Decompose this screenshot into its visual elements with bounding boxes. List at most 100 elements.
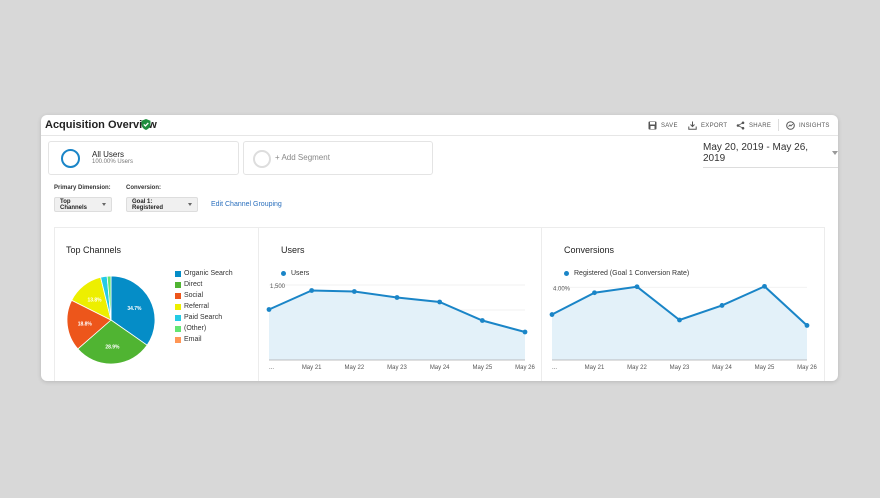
data-point[interactable] <box>592 290 597 296</box>
legend-swatch <box>175 281 181 288</box>
legend-item: Organic Search <box>175 268 233 279</box>
legend-swatch <box>175 292 181 299</box>
conversions-title: Conversions <box>564 245 615 255</box>
legend-label: Referral <box>184 303 209 310</box>
conversions-legend: Registered (Goal 1 Conversion Rate) <box>564 270 689 277</box>
segment-name: All Users <box>92 150 125 159</box>
legend-label: Email <box>184 336 202 343</box>
date-range-text: May 20, 2019 - May 26, 2019 <box>703 142 809 164</box>
data-point[interactable] <box>634 284 640 290</box>
y-tick-label: 4.00% <box>553 286 571 292</box>
export-label: EXPORT <box>701 122 728 129</box>
empty-segment-ring-icon <box>253 150 271 168</box>
legend-label: Social <box>184 292 204 299</box>
segment-ring-icon <box>61 149 80 168</box>
data-point[interactable] <box>522 329 528 335</box>
chevron-down-icon <box>188 203 192 206</box>
conversion-label: Conversion: <box>126 185 162 191</box>
data-point[interactable] <box>804 323 810 328</box>
legend-swatch <box>175 270 181 277</box>
x-tick-label: May 21 <box>585 365 605 371</box>
primary-dimension-value: Top Channels <box>60 198 88 211</box>
export-icon <box>688 121 697 130</box>
x-tick-label: May 26 <box>515 365 535 371</box>
insights-icon <box>786 121 795 130</box>
y-tick-label: 1,500 <box>270 284 286 290</box>
share-label: SHARE <box>749 122 772 129</box>
primary-dimension-select[interactable]: Top Channels <box>54 197 112 212</box>
legend-swatch <box>175 336 181 343</box>
x-tick-label: ... <box>552 365 557 371</box>
add-segment-button[interactable]: + Add Segment <box>243 141 433 175</box>
legend-swatch <box>175 325 181 332</box>
series-dot-icon <box>281 271 286 276</box>
legend-label: Direct <box>184 281 203 288</box>
pie-data-label: 13.8% <box>87 297 102 303</box>
legend-item: Referral <box>175 301 233 312</box>
toolbar-divider <box>778 119 779 131</box>
pie-data-label: 28.9% <box>105 344 120 350</box>
x-tick-label: May 22 <box>344 365 364 371</box>
x-tick-label: May 24 <box>430 365 450 371</box>
edit-channel-grouping-link[interactable]: Edit Channel Grouping <box>211 201 282 208</box>
insights-label: INSIGHTS <box>799 122 830 129</box>
x-tick-label: May 26 <box>797 365 817 371</box>
data-point[interactable] <box>719 303 725 308</box>
legend-label: Organic Search <box>184 270 233 277</box>
users-series-name: Users <box>291 270 310 277</box>
data-point[interactable] <box>677 317 682 323</box>
segment-all-users[interactable]: All Users 100.00% Users <box>48 141 239 175</box>
legend-item: Direct <box>175 279 233 290</box>
data-point[interactable] <box>309 288 315 293</box>
pie-slice-direct[interactable] <box>77 319 148 365</box>
verified-shield-icon <box>141 119 151 130</box>
x-tick-label: May 25 <box>472 365 492 371</box>
legend-item: Social <box>175 290 233 301</box>
x-tick-label: May 23 <box>387 365 407 371</box>
data-point[interactable] <box>479 318 485 323</box>
x-tick-label: ... <box>269 365 274 371</box>
primary-dimension-label: Primary Dimension: <box>54 185 111 191</box>
share-button[interactable]: SHARE <box>736 121 771 130</box>
legend-label: (Other) <box>184 325 207 332</box>
top-channels-pie-chart: 34.7% 28.9% 18.8% 13.8% <box>66 275 156 365</box>
data-point[interactable] <box>762 283 767 289</box>
date-range-picker[interactable]: May 20, 2019 - May 26, 2019 <box>703 142 838 168</box>
x-tick-label: May 21 <box>302 365 322 371</box>
data-point[interactable] <box>266 307 272 312</box>
pie-data-label: 18.8% <box>78 321 93 327</box>
series-dot-icon <box>564 271 569 276</box>
top-channels-panel: Top Channels 34.7% 28.9% 18.8% 13.8% Organi… <box>54 227 260 381</box>
share-icon <box>736 121 745 130</box>
legend-swatch <box>175 303 181 310</box>
x-tick-label: May 24 <box>712 365 732 371</box>
users-legend: Users <box>281 270 309 277</box>
x-tick-label: May 25 <box>755 365 775 371</box>
top-channels-title: Top Channels <box>66 245 122 255</box>
users-title: Users <box>281 245 305 255</box>
legend-label: Paid Search <box>184 314 223 321</box>
segment-percentage: 100.00% Users <box>92 159 134 165</box>
pie-slice-organic-search[interactable] <box>110 275 156 346</box>
conversions-series-name: Registered (Goal 1 Conversion Rate) <box>574 270 690 277</box>
data-point[interactable] <box>549 312 555 317</box>
acquisition-overview-card: Acquisition Overview SAVE EXPORT SHARE I… <box>41 115 838 381</box>
insights-button[interactable]: INSIGHTS <box>786 121 830 130</box>
save-icon <box>648 121 657 130</box>
save-button[interactable]: SAVE <box>648 121 678 130</box>
legend-item: Paid Search <box>175 312 233 323</box>
data-point[interactable] <box>394 295 400 300</box>
pie-slice-other[interactable] <box>106 275 112 321</box>
save-label: SAVE <box>661 122 678 129</box>
pie-slice-social[interactable] <box>66 299 112 350</box>
export-button[interactable]: EXPORT <box>688 121 727 130</box>
data-point[interactable] <box>437 299 443 305</box>
data-point[interactable] <box>351 289 357 294</box>
conversion-select[interactable]: Goal 1: Registered <box>126 197 198 212</box>
page-title: Acquisition Overview <box>45 119 157 131</box>
series-area <box>552 286 807 360</box>
legend-swatch <box>175 314 181 321</box>
